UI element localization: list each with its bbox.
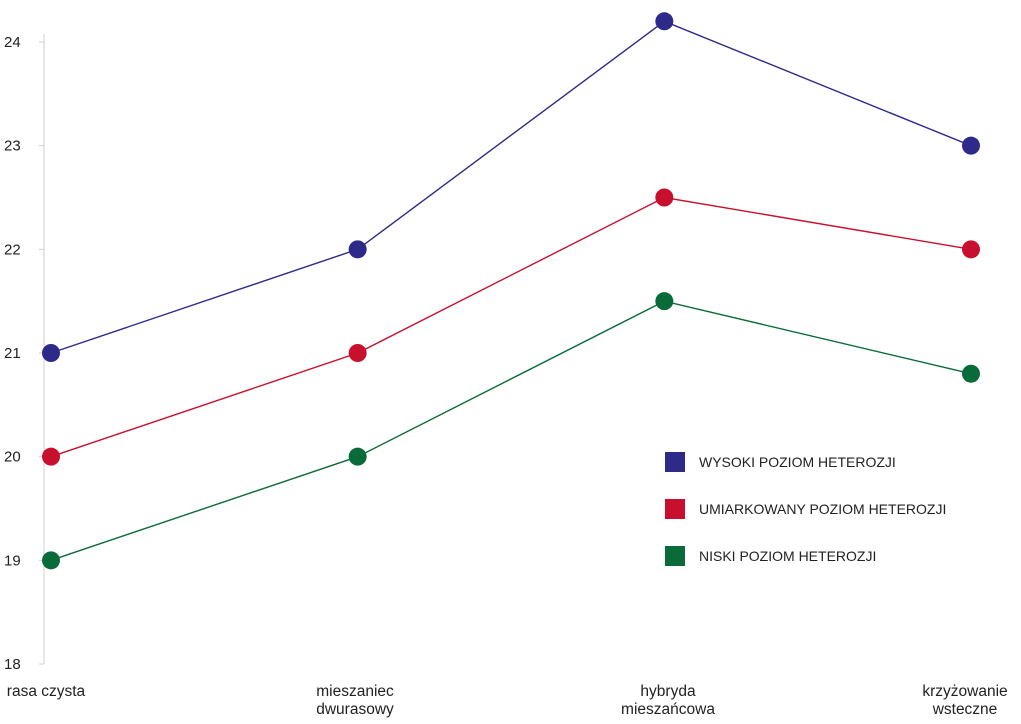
data-point	[962, 364, 980, 383]
y-tick-label: 23	[4, 138, 21, 155]
data-point	[42, 344, 60, 362]
legend-swatch	[665, 546, 685, 566]
y-tick-label: 24	[4, 34, 21, 51]
x-tick-label: rasa czysta	[7, 683, 86, 700]
data-point	[348, 447, 367, 466]
x-tick-label: mieszaniec dwurasowy	[316, 683, 394, 718]
y-tick-label: 18	[4, 656, 21, 673]
data-point	[962, 136, 980, 155]
series-points	[42, 12, 980, 570]
data-point	[42, 551, 60, 570]
series-line-2	[50, 196, 972, 458]
x-axis-labels: rasa czysta mieszaniec dwurasowy hybryda mie…	[7, 683, 1008, 718]
x-tick-label: krzyżowanie wsteczne	[922, 683, 1007, 718]
data-point	[655, 12, 674, 31]
y-tick-label: 20	[4, 449, 21, 466]
legend-label: WYSOKI POZIOM HETEROZJI	[699, 454, 896, 470]
data-point	[348, 344, 367, 362]
x-tick-label: hybryda mieszańcowa	[621, 683, 715, 718]
data-point	[348, 240, 367, 259]
legend-label: UMIARKOWANY POZIOM HETEROZJI	[699, 501, 946, 517]
legend-swatch	[665, 452, 685, 472]
data-point	[42, 447, 60, 466]
series-line-3	[50, 300, 972, 561]
y-tick-label: 22	[4, 241, 21, 258]
legend: WYSOKI POZIOM HETEROZJI UMIARKOWANY POZIO…	[665, 452, 946, 566]
data-point	[655, 188, 674, 207]
series-line-1	[50, 20, 972, 354]
y-axis: 18 19 20 21 22 23 24	[4, 34, 45, 673]
series-lines	[50, 20, 972, 561]
data-point	[962, 240, 980, 259]
legend-label: NISKI POZIOM HETEROZJI	[699, 548, 876, 564]
data-point	[655, 292, 674, 311]
legend-swatch	[665, 499, 685, 519]
y-tick-label: 19	[4, 552, 21, 569]
y-tick-label: 21	[4, 345, 21, 362]
